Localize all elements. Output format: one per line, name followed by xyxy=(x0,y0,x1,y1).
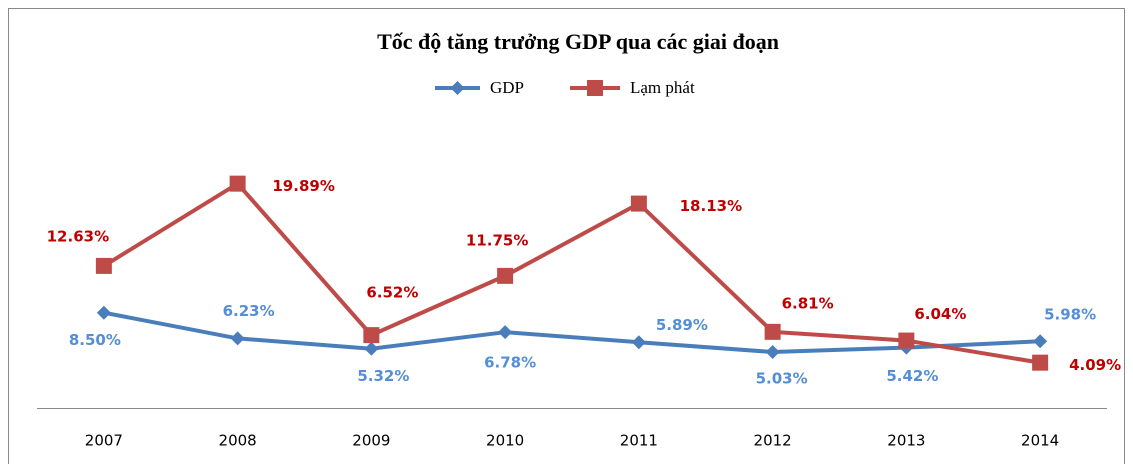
marker xyxy=(630,195,647,212)
data-label: 18.13% xyxy=(680,197,742,215)
marker xyxy=(587,80,603,96)
marker xyxy=(765,345,780,360)
marker xyxy=(1033,334,1048,349)
x-tick-label: 2009 xyxy=(352,432,390,450)
data-label: 6.04% xyxy=(914,305,966,323)
data-label: 8.50% xyxy=(69,331,121,349)
data-label: 19.89% xyxy=(272,177,334,195)
legend-label: Lạm phát xyxy=(630,78,695,97)
data-label: 5.89% xyxy=(656,316,708,334)
marker xyxy=(631,335,646,350)
data-label: 5.03% xyxy=(756,370,808,388)
chart-frame xyxy=(8,8,1125,464)
marker xyxy=(363,327,380,344)
data-label: 5.32% xyxy=(357,367,409,385)
legend-label: GDP xyxy=(490,78,524,97)
marker xyxy=(498,325,513,340)
data-label: 4.09% xyxy=(1069,356,1121,374)
x-tick-label: 2010 xyxy=(486,432,524,450)
x-tick-label: 2012 xyxy=(754,432,792,450)
series-line xyxy=(103,310,1041,355)
x-tick-label: 2013 xyxy=(887,432,925,450)
data-label: 12.63% xyxy=(47,227,109,245)
chart-title: Tốc độ tăng trưởng GDP qua các giai đoạn xyxy=(377,29,779,54)
marker xyxy=(364,341,379,356)
marker xyxy=(898,332,915,349)
marker xyxy=(497,267,514,284)
marker xyxy=(764,323,781,340)
data-label: 5.98% xyxy=(1044,306,1096,324)
data-label: 5.42% xyxy=(886,367,938,385)
marker xyxy=(95,257,112,274)
data-label: 11.75% xyxy=(466,231,528,249)
data-label: 6.23% xyxy=(223,302,275,320)
marker xyxy=(230,331,245,346)
x-tick-label: 2014 xyxy=(1021,432,1059,450)
series-line xyxy=(102,181,1041,365)
x-tick-label: 2008 xyxy=(219,432,257,450)
x-tick-label: 2007 xyxy=(85,432,123,450)
marker xyxy=(229,175,246,192)
marker xyxy=(96,305,111,320)
data-label: 6.52% xyxy=(366,284,418,302)
marker xyxy=(450,81,465,95)
x-tick-label: 2011 xyxy=(620,432,658,450)
data-label: 6.78% xyxy=(484,354,536,372)
data-label: 6.81% xyxy=(782,294,834,312)
marker xyxy=(1032,354,1049,371)
